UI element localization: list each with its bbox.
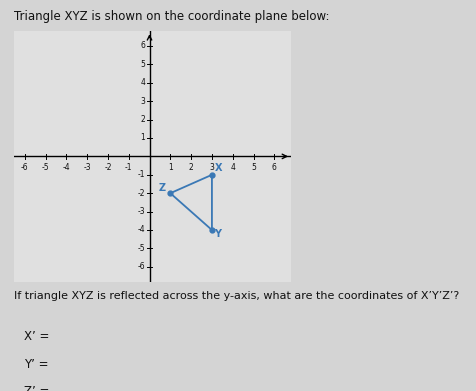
Text: -2: -2: [104, 163, 111, 172]
Text: -2: -2: [138, 189, 145, 198]
Text: -3: -3: [83, 163, 91, 172]
Text: 3: 3: [209, 163, 214, 172]
Text: 6: 6: [140, 41, 145, 50]
Text: X: X: [215, 163, 222, 173]
Text: 1: 1: [168, 163, 172, 172]
Text: 3: 3: [140, 97, 145, 106]
Text: 4: 4: [230, 163, 235, 172]
Text: -6: -6: [21, 163, 29, 172]
Text: -1: -1: [125, 163, 132, 172]
Text: 5: 5: [140, 60, 145, 69]
Text: 2: 2: [140, 115, 145, 124]
Text: Triangle XYZ is shown on the coordinate plane below:: Triangle XYZ is shown on the coordinate …: [14, 10, 329, 23]
Text: If triangle XYZ is reflected across the y-axis, what are the coordinates of X’Y’: If triangle XYZ is reflected across the …: [14, 291, 458, 301]
Text: -1: -1: [138, 170, 145, 179]
Text: -5: -5: [138, 244, 145, 253]
Text: Z’ =: Z’ =: [24, 385, 49, 391]
Text: Y: Y: [214, 230, 220, 239]
Text: Y’ =: Y’ =: [24, 358, 48, 371]
Text: 1: 1: [140, 133, 145, 142]
Text: 4: 4: [140, 78, 145, 87]
Text: 6: 6: [271, 163, 276, 172]
Text: -3: -3: [138, 207, 145, 216]
Text: -5: -5: [41, 163, 49, 172]
Text: 2: 2: [188, 163, 193, 172]
Text: -4: -4: [138, 226, 145, 235]
Text: -4: -4: [62, 163, 70, 172]
Text: X’ =: X’ =: [24, 330, 49, 343]
Text: Z: Z: [159, 183, 166, 194]
Text: 5: 5: [250, 163, 256, 172]
Text: -6: -6: [138, 262, 145, 271]
